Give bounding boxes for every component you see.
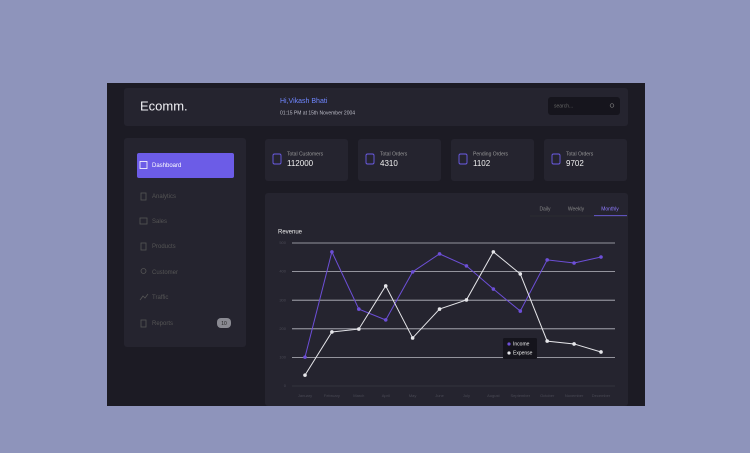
data-point (410, 270, 415, 274)
data-point (303, 355, 307, 359)
menu-item[interactable]: Analytics (152, 194, 176, 200)
stat-card (358, 139, 441, 181)
stat-card (451, 139, 534, 181)
x-tick-label: December (592, 393, 611, 398)
legend-swatch (507, 342, 511, 346)
menu-item[interactable]: Products (152, 244, 176, 250)
menu-item[interactable]: Dashboard (152, 163, 181, 169)
data-point (330, 250, 334, 254)
menu-icon (140, 268, 147, 274)
y-tick-label: 200 (279, 326, 286, 331)
legend-label: Expense (513, 350, 533, 356)
data-point (491, 250, 496, 254)
stat-value: 112000 (287, 159, 314, 168)
legend-label: Income (513, 341, 530, 347)
stat-icon (272, 153, 282, 165)
legend (503, 338, 537, 359)
stat-value: 1102 (473, 159, 491, 168)
stat-label: Total Orders (380, 151, 408, 157)
menu-item[interactable]: Customer (152, 270, 178, 276)
stat-label: Total Orders (566, 151, 594, 157)
x-tick-label: May (409, 393, 417, 398)
data-point (599, 255, 603, 259)
data-point (464, 264, 469, 268)
data-point (303, 373, 307, 377)
x-tick-label: February (324, 393, 340, 398)
y-tick-label: 100 (279, 354, 286, 359)
tab[interactable]: Daily (539, 206, 551, 212)
menu-icon (140, 192, 147, 201)
sidebar (124, 138, 246, 347)
data-point (357, 307, 361, 311)
badge-text: 10 (221, 321, 227, 327)
menu-icon (139, 217, 148, 225)
tab[interactable]: Weekly (568, 206, 585, 212)
stat-icon (551, 153, 561, 165)
y-tick-label: 500 (279, 240, 286, 245)
stat-card (265, 139, 348, 181)
data-point (572, 342, 576, 346)
stat-value: 9702 (566, 159, 584, 168)
header-bar (124, 88, 628, 126)
data-point (437, 252, 442, 256)
menu-icon (140, 319, 147, 328)
data-point (410, 336, 415, 340)
y-tick-label: 0 (284, 383, 287, 388)
data-point (383, 318, 388, 322)
greeting: Hi,Vikash Bhati (280, 98, 328, 105)
x-tick-label: November (565, 393, 584, 398)
series-line (304, 251, 602, 376)
chart-panel (265, 193, 628, 406)
data-point (383, 284, 388, 288)
menu-icon (139, 161, 148, 169)
y-tick-label: 400 (279, 269, 286, 274)
menu-icon (140, 242, 147, 251)
stat-label: Total Customers (287, 151, 324, 157)
x-tick-label: January (298, 393, 312, 398)
badge (217, 318, 231, 328)
stat-label: Pending Orders (473, 151, 509, 157)
datetime: 01:15 PM at 15th November 2004 (280, 110, 355, 116)
data-point (545, 258, 549, 262)
stat-value: 4310 (380, 159, 398, 168)
x-tick-label: September (510, 393, 530, 398)
data-point (357, 327, 361, 331)
x-tick-label: July (463, 393, 470, 398)
menu-icon (139, 293, 149, 301)
tab-underline (594, 215, 627, 217)
x-tick-label: August (487, 393, 500, 398)
x-tick-label: April (382, 393, 390, 398)
y-tick-label: 300 (279, 297, 286, 302)
brand: Ecomm. (140, 98, 188, 113)
x-tick-label: June (435, 393, 444, 398)
search-placeholder: search... (554, 103, 573, 109)
x-tick-label: October (540, 393, 555, 398)
data-point (572, 261, 576, 265)
menu-item[interactable]: Traffic (152, 295, 168, 301)
data-point (330, 330, 334, 334)
data-point (518, 272, 523, 276)
legend-swatch (507, 351, 511, 355)
stat-icon (458, 153, 468, 165)
stat-icon (365, 153, 375, 165)
active-menu-item[interactable] (137, 153, 234, 178)
chart-title: Revenue (278, 230, 303, 236)
data-point (518, 309, 523, 313)
search-icon[interactable] (609, 103, 615, 108)
data-point (545, 339, 549, 343)
tab-active[interactable]: Monthly (601, 206, 619, 212)
search-box[interactable] (548, 97, 620, 115)
stat-card (544, 139, 627, 181)
data-point (437, 307, 442, 311)
menu-item[interactable]: Sales (152, 219, 167, 225)
data-point (599, 350, 603, 354)
menu-item[interactable]: Reports (152, 321, 173, 327)
data-point (464, 298, 469, 302)
series-line (304, 250, 602, 358)
data-point (491, 287, 496, 291)
x-tick-label: March (353, 393, 364, 398)
